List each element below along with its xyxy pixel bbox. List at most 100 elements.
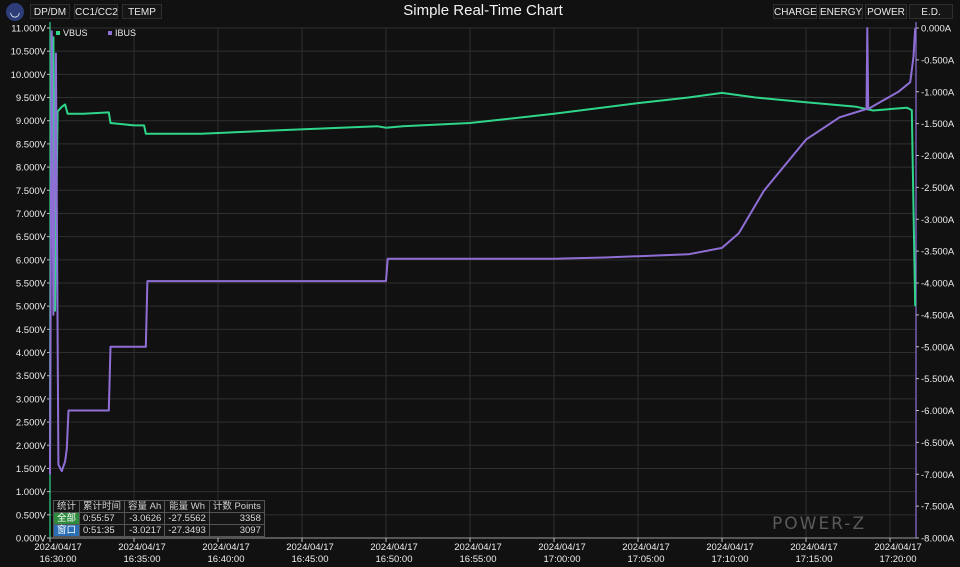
legend: VBUS IBUS bbox=[56, 28, 136, 38]
x-tick-time: 16:40:00 bbox=[208, 554, 245, 565]
tab-charge[interactable]: CHARGE bbox=[773, 4, 817, 19]
legend-swatch-vbus bbox=[56, 31, 60, 35]
stats-energy: -27.5562 bbox=[164, 512, 210, 525]
stats-row-all: 全部 0:55:57 -3.0626 -27.5562 3358 bbox=[52, 512, 265, 525]
x-tick-time: 17:15:00 bbox=[796, 554, 833, 565]
x-tick-time: 16:55:00 bbox=[460, 554, 497, 565]
y-left-tick-label: 6.000V bbox=[16, 255, 47, 266]
y-left-tick-label: 9.500V bbox=[16, 93, 47, 104]
x-tick-date: 2024/04/17 bbox=[118, 542, 166, 553]
y-right-tick-label: -3.000A bbox=[921, 215, 955, 226]
y-right-tick-label: -6.500A bbox=[921, 438, 955, 449]
y-left-tick-label: 1.500V bbox=[16, 464, 47, 475]
y-right-tick-label: -8.000A bbox=[921, 534, 955, 545]
y-left-tick-label: 2.000V bbox=[16, 441, 47, 452]
x-tick-time: 17:05:00 bbox=[628, 554, 665, 565]
stats-header: 累计时间 bbox=[79, 500, 126, 513]
stats-time: 0:51:35 bbox=[79, 524, 126, 537]
y-right-tick-label: -0.500A bbox=[921, 55, 955, 66]
stats-energy: -27.3493 bbox=[164, 524, 210, 537]
y-right-tick-label: -7.000A bbox=[921, 470, 955, 481]
tab-ed[interactable]: E.D. bbox=[909, 4, 953, 19]
y-left-tick-label: 3.000V bbox=[16, 394, 47, 405]
y-left-tick-label: 6.500V bbox=[16, 232, 47, 243]
x-tick-date: 2024/04/17 bbox=[370, 542, 418, 553]
stats-header: 计数 Points bbox=[208, 500, 265, 513]
stats-capacity: -3.0626 bbox=[124, 512, 166, 525]
y-left-tick-label: 8.500V bbox=[16, 139, 47, 150]
stats-row-window: 窗口 0:51:35 -3.0217 -27.3493 3097 bbox=[52, 524, 265, 537]
x-tick-time: 17:20:00 bbox=[880, 554, 917, 565]
y-right-tick-label: -7.500A bbox=[921, 502, 955, 513]
y-right-tick-label: -2.000A bbox=[921, 151, 955, 162]
y-left-tick-label: 11.000V bbox=[11, 24, 46, 35]
y-right-tick-label: -4.500A bbox=[921, 310, 955, 321]
x-tick-date: 2024/04/17 bbox=[286, 542, 334, 553]
tab-energy[interactable]: ENERGY bbox=[819, 4, 863, 19]
y-left-tick-label: 4.500V bbox=[16, 325, 47, 336]
tab-cc1-cc2[interactable]: CC1/CC2 bbox=[74, 4, 118, 19]
stats-table: 统计 累计时间 容量 Ah 能量 Wh 计数 Points 全部 0:55:57… bbox=[52, 500, 265, 537]
legend-label-ibus: IBUS bbox=[115, 28, 136, 38]
x-tick-date: 2024/04/17 bbox=[202, 542, 250, 553]
y-right-tick-label: -1.500A bbox=[921, 119, 955, 130]
series-line-vbus bbox=[49, 36, 917, 464]
tab-temp[interactable]: TEMP bbox=[122, 4, 162, 19]
y-right-ticks: 0.000A -0.500A -1.000A -1.500A -2.000A -2.500… bbox=[916, 24, 955, 545]
legend-label-vbus: VBUS bbox=[63, 28, 88, 38]
x-tick-date: 2024/04/17 bbox=[790, 542, 838, 553]
stats-capacity: -3.0217 bbox=[124, 524, 166, 537]
x-tick-time: 17:00:00 bbox=[544, 554, 581, 565]
legend-swatch-ibus bbox=[108, 31, 112, 35]
y-right-tick-label: -5.000A bbox=[921, 342, 955, 353]
stats-header: 容量 Ah bbox=[124, 500, 166, 513]
y-right-tick-label: -3.500A bbox=[921, 247, 955, 258]
y-left-tick-label: 3.500V bbox=[16, 371, 47, 382]
app-logo-icon: ◡ bbox=[6, 3, 24, 21]
stats-label-window: 窗口 bbox=[52, 524, 81, 537]
y-right-tick-label: -4.000A bbox=[921, 279, 955, 290]
stats-header-row: 统计 累计时间 容量 Ah 能量 Wh 计数 Points bbox=[52, 500, 265, 513]
tab-dp-dm[interactable]: DP/DM bbox=[30, 4, 70, 19]
x-tick-time: 17:10:00 bbox=[712, 554, 749, 565]
y-left-tick-label: 0.500V bbox=[16, 510, 47, 521]
x-tick-time: 16:35:00 bbox=[124, 554, 161, 565]
y-left-tick-label: 10.500V bbox=[11, 47, 47, 58]
y-left-tick-label: 2.500V bbox=[16, 418, 47, 429]
x-tick-date: 2024/04/17 bbox=[454, 542, 502, 553]
y-left-tick-label: 5.500V bbox=[16, 279, 47, 290]
y-left-tick-label: 5.000V bbox=[16, 302, 47, 313]
stats-header: 能量 Wh bbox=[164, 500, 210, 513]
brand-watermark: POWER-Z bbox=[772, 514, 867, 534]
x-tick-date: 2024/04/17 bbox=[538, 542, 586, 553]
y-right-tick-label: 0.000A bbox=[921, 24, 952, 35]
x-tick-time: 16:50:00 bbox=[376, 554, 413, 565]
series-lines bbox=[49, 27, 917, 475]
x-tick-date: 2024/04/17 bbox=[706, 542, 754, 553]
chart-title: Simple Real-Time Chart bbox=[403, 2, 563, 19]
tab-power[interactable]: POWER bbox=[865, 4, 907, 19]
stats-label-all: 全部 bbox=[52, 512, 81, 525]
x-tick-time: 16:30:00 bbox=[40, 554, 77, 565]
y-left-tick-label: 9.000V bbox=[16, 116, 47, 127]
y-left-tick-label: 8.000V bbox=[16, 163, 47, 174]
x-tick-date: 2024/04/17 bbox=[34, 542, 82, 553]
stats-points: 3358 bbox=[208, 512, 265, 525]
y-right-tick-label: -5.500A bbox=[921, 374, 955, 385]
y-left-tick-label: 4.000V bbox=[16, 348, 47, 359]
y-left-ticks: 0.000V 0.500V 1.000V 1.500V 2.000V 2.500V 3.00… bbox=[11, 24, 50, 545]
y-right-tick-label: -2.500A bbox=[921, 183, 955, 194]
x-tick-date: 2024/04/17 bbox=[622, 542, 670, 553]
stats-points: 3097 bbox=[208, 524, 265, 537]
y-left-tick-label: 10.000V bbox=[11, 70, 47, 81]
grid bbox=[49, 27, 916, 539]
y-right-tick-label: -6.000A bbox=[921, 406, 955, 417]
y-left-tick-label: 7.500V bbox=[16, 186, 47, 197]
y-left-tick-label: 0.000V bbox=[16, 534, 47, 545]
stats-time: 0:55:57 bbox=[79, 512, 126, 525]
y-left-tick-label: 7.000V bbox=[16, 209, 47, 220]
toolbar: ◡ DP/DM CC1/CC2 TEMP Simple Real-Time Ch… bbox=[0, 0, 960, 24]
x-tick-date: 2024/04/17 bbox=[874, 542, 922, 553]
y-left-tick-label: 1.000V bbox=[16, 487, 47, 498]
